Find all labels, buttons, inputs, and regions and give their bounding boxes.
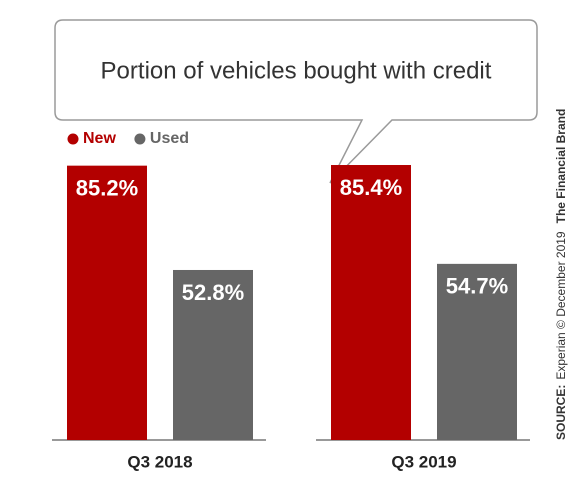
- bar: [173, 269, 253, 440]
- brand: The Financial Brand: [554, 109, 568, 224]
- value-label: 85.4%: [340, 175, 402, 200]
- value-label: 54.7%: [446, 274, 508, 299]
- x-tick-label: Q3 2018: [127, 452, 192, 471]
- legend-label: Used: [150, 130, 189, 147]
- chart-title: Portion of vehicles bought with credit: [101, 57, 492, 84]
- legend-marker: [67, 133, 79, 145]
- title-bubble: [54, 19, 538, 184]
- bar: [331, 165, 411, 440]
- bar: [437, 263, 517, 440]
- source: Experian © December 2019: [554, 231, 568, 380]
- legend-marker: [134, 133, 146, 145]
- source-note: SOURCE: Experian © December 2019 The Finan…: [554, 109, 568, 440]
- value-label: 52.8%: [182, 280, 244, 305]
- bar: [67, 165, 147, 440]
- legend-label: New: [83, 130, 116, 147]
- source-label: SOURCE:: [554, 385, 568, 440]
- x-tick-label: Q3 2019: [391, 452, 456, 471]
- value-label: 85.2%: [76, 175, 138, 200]
